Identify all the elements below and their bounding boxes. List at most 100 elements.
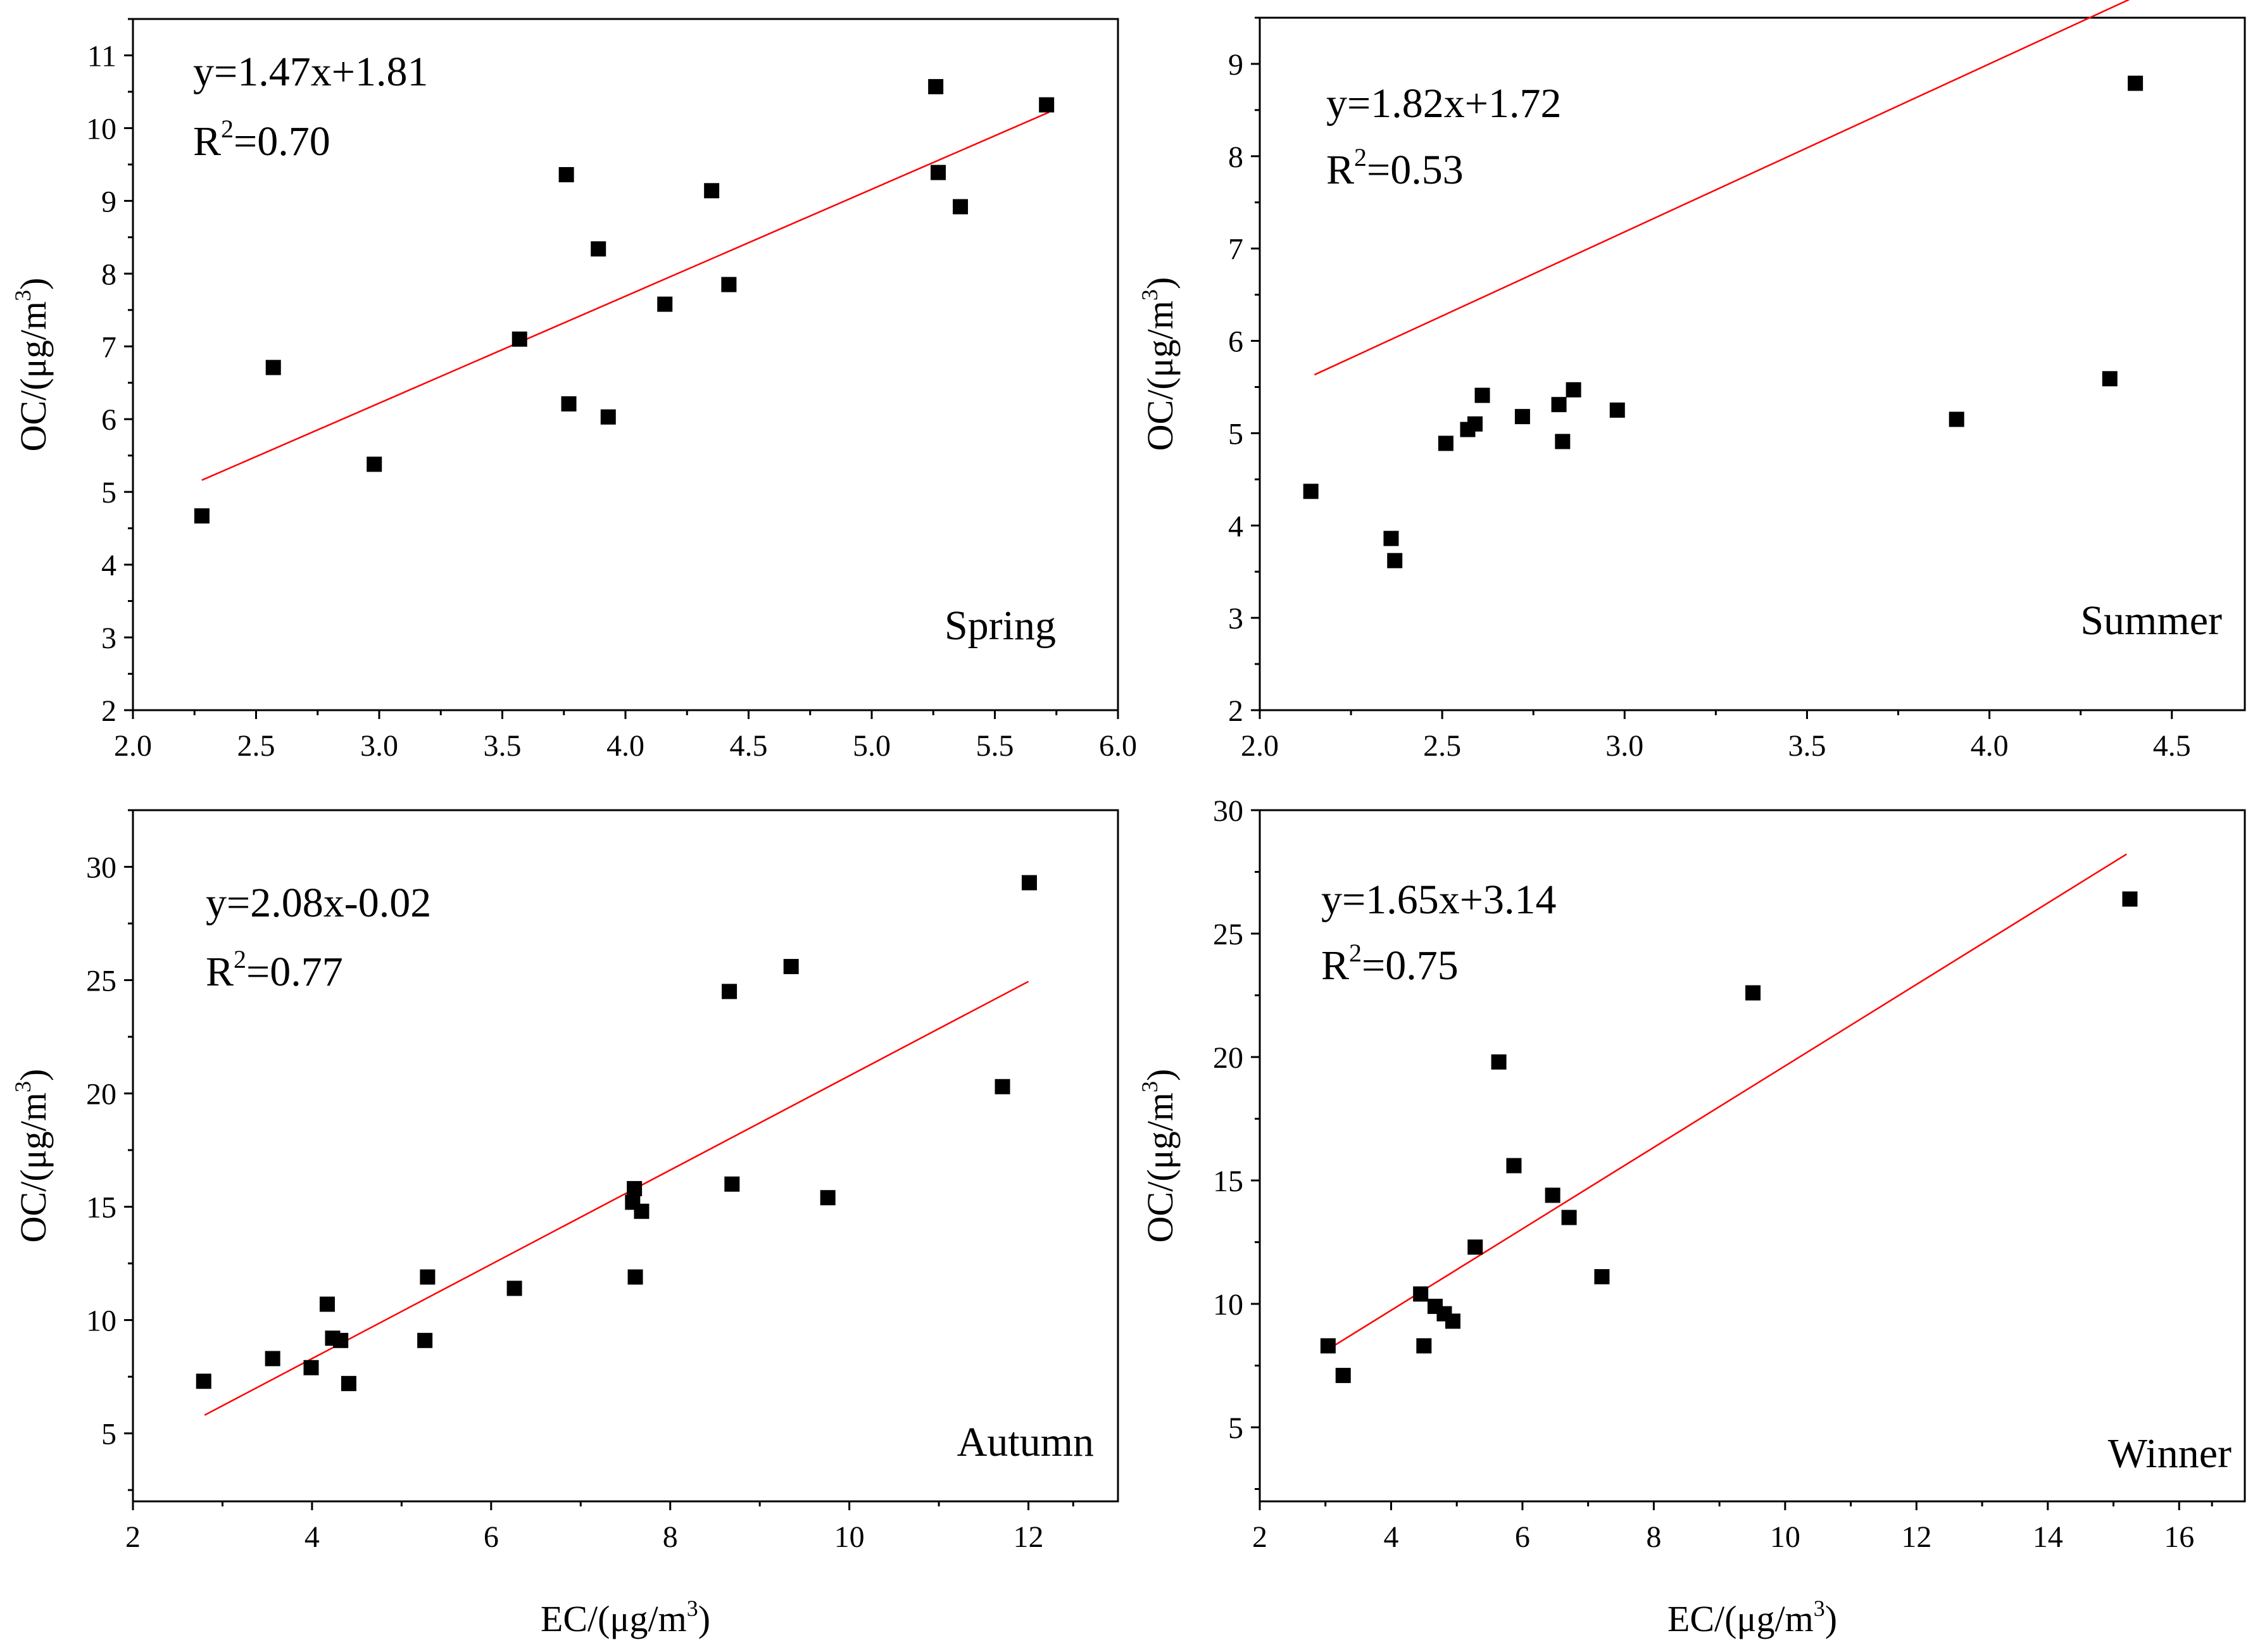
data-point <box>600 409 616 425</box>
y-tick-label: 30 <box>86 851 116 885</box>
x-tick-label: 16 <box>2164 1520 2194 1554</box>
r-squared-value: =0.75 <box>1362 942 1459 989</box>
data-point <box>953 199 969 215</box>
data-point <box>1467 416 1483 432</box>
regression-line <box>1314 0 2130 376</box>
data-point <box>194 508 210 524</box>
data-point <box>2102 371 2118 387</box>
data-point <box>1039 97 1055 113</box>
x-tick-label: 4.0 <box>1971 729 2009 763</box>
x-tick-label: 8 <box>663 1520 678 1554</box>
data-point <box>1555 434 1571 449</box>
data-point <box>1594 1269 1610 1285</box>
data-point <box>1438 435 1453 451</box>
data-point <box>1320 1338 1336 1354</box>
data-point <box>721 277 737 292</box>
data-point <box>627 1269 643 1285</box>
season-label: Summer <box>2080 598 2222 644</box>
data-point <box>417 1332 433 1348</box>
y-tick-label: 7 <box>1228 233 1243 266</box>
data-point <box>319 1296 335 1312</box>
x-tick-label: 3.0 <box>1605 729 1643 763</box>
data-point <box>1561 1210 1577 1225</box>
y-axis-label: OC/(μg/m3) <box>1137 277 1181 451</box>
data-point <box>722 984 738 999</box>
data-point <box>1609 402 1625 418</box>
y-tick-label: 5 <box>1228 417 1243 451</box>
plot-frame <box>1259 16 2246 711</box>
data-point <box>506 1280 522 1296</box>
data-point <box>591 241 606 257</box>
x-axis-label: EC/(μg/m3) <box>541 1596 710 1639</box>
data-point <box>1949 411 1964 427</box>
x-tick-label: 2.5 <box>1423 729 1461 763</box>
regression-line <box>204 980 1029 1416</box>
y-tick-label: 30 <box>1213 794 1243 828</box>
data-point <box>1445 1313 1460 1329</box>
x-tick-label: 5.5 <box>976 729 1014 763</box>
y-tick-label: 8 <box>101 258 116 291</box>
r-squared-superscript: 2 <box>234 945 246 973</box>
data-point <box>2122 891 2138 907</box>
data-point <box>1514 409 1530 425</box>
data-point <box>1467 1239 1483 1255</box>
r-squared-label: R2=0.75 <box>1321 939 1459 989</box>
x-tick-label: 2.5 <box>237 729 275 763</box>
y-tick-label: 5 <box>101 476 116 510</box>
data-point <box>367 456 382 472</box>
season-label: Spring <box>945 603 1056 649</box>
plot-frame <box>1259 809 2246 1503</box>
r-squared-value: =0.77 <box>246 949 343 995</box>
r-squared-symbol: R <box>1321 942 1349 989</box>
data-point <box>265 1351 280 1367</box>
r-squared-symbol: R <box>1326 147 1354 193</box>
regression-equation: y=1.65x+3.14 <box>1321 877 1556 923</box>
r-squared-superscript: 2 <box>1354 143 1367 172</box>
scatter-panel-summer: 2.0 2.5 3.0 3.5 4.0 4.523456789y=1.82x+1.72R2… <box>1137 0 2246 763</box>
data-point <box>1383 530 1399 546</box>
y-tick-label: 2 <box>1228 694 1243 728</box>
data-point <box>2128 75 2144 91</box>
x-tick-label: 8 <box>1646 1520 1661 1554</box>
data-point <box>1566 382 1581 397</box>
y-tick-label: 7 <box>101 330 116 364</box>
x-tick-label: 2 <box>125 1520 141 1554</box>
y-tick-label: 25 <box>86 965 116 998</box>
y-axis-label: OC/(μg/m3) <box>10 278 54 452</box>
y-tick-label: 10 <box>86 1305 116 1338</box>
y-axis-label: OC/(μg/m3) <box>1137 1069 1181 1243</box>
y-tick-label: 5 <box>1228 1411 1243 1445</box>
r-squared-value: =0.70 <box>234 118 330 165</box>
data-point <box>724 1176 740 1192</box>
data-point <box>303 1360 319 1375</box>
x-tick-label: 4 <box>1383 1520 1398 1554</box>
data-point <box>1413 1286 1429 1302</box>
data-point <box>1387 553 1403 568</box>
y-tick-label: 10 <box>1213 1288 1243 1322</box>
y-tick-label: 15 <box>86 1191 116 1225</box>
y-tick-label: 15 <box>1213 1165 1243 1198</box>
r-squared-symbol: R <box>206 949 234 995</box>
data-point <box>1474 387 1490 403</box>
y-tick-label: 25 <box>1213 918 1243 951</box>
x-tick-label: 6 <box>484 1520 499 1554</box>
data-point <box>561 396 577 412</box>
data-point <box>627 1180 643 1196</box>
data-point <box>928 78 944 94</box>
y-tick-label: 3 <box>1228 602 1243 635</box>
y-tick-label: 11 <box>87 39 116 73</box>
regression-equation: y=2.08x-0.02 <box>206 880 431 926</box>
season-label: Autumn <box>957 1419 1094 1465</box>
data-point <box>704 183 720 199</box>
x-tick-label: 6.0 <box>1099 729 1137 763</box>
y-tick-label: 10 <box>86 112 116 146</box>
data-point <box>1545 1187 1560 1203</box>
data-point <box>558 166 574 182</box>
plot-frame <box>132 809 1119 1503</box>
data-point <box>931 165 946 180</box>
r-squared-label: R2=0.70 <box>193 115 330 165</box>
x-tick-label: 2.0 <box>1241 729 1279 763</box>
y-axis-label: OC/(μg/m3) <box>10 1069 54 1243</box>
scatter-panel-winner: 2 4 6 8 10 12 14 1651015202530y=1.65x+3.14R2=0.… <box>1137 794 2246 1639</box>
x-tick-label: 3.5 <box>484 729 522 763</box>
